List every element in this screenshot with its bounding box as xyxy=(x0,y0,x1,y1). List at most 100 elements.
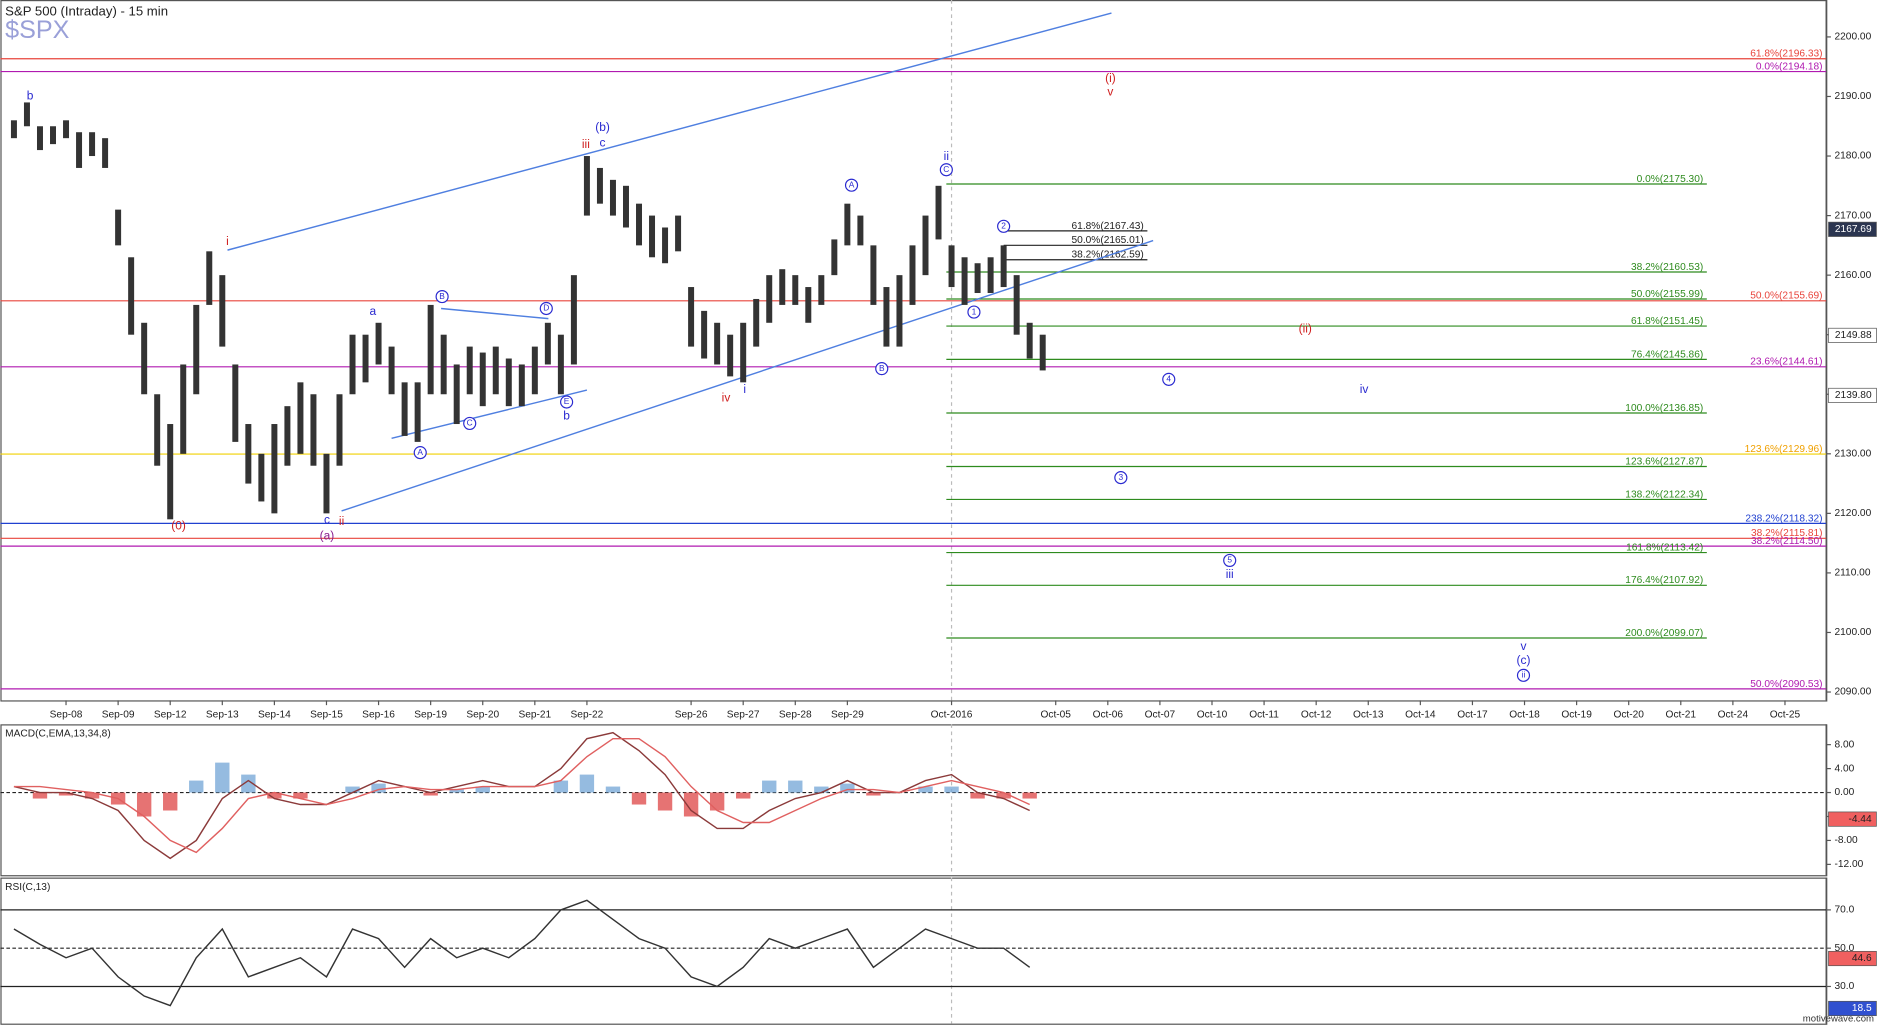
level-label: 50.0%(2155.69) xyxy=(1750,291,1822,302)
price-bar xyxy=(401,382,408,436)
histogram-bar xyxy=(579,774,595,793)
wave-label-circle xyxy=(435,289,449,304)
price-bar xyxy=(922,215,929,276)
wave-label: ii xyxy=(944,149,949,163)
x-tick-label: Sep-19 xyxy=(414,709,447,720)
y-tick-label: 2190.00 xyxy=(1835,91,1872,102)
wave-label-circle xyxy=(1114,471,1128,485)
x-tick-label: Oct-11 xyxy=(1249,709,1279,720)
price-bar xyxy=(570,275,577,365)
histogram-bar xyxy=(136,792,152,817)
histogram-bar xyxy=(1022,792,1037,799)
price-bar xyxy=(1026,322,1033,359)
x-tick-label: Oct-10 xyxy=(1197,709,1228,720)
price-bar xyxy=(583,156,590,216)
x-tick-label: Oct-21 xyxy=(1666,709,1697,720)
price-bar xyxy=(154,394,161,466)
histogram-bar xyxy=(345,786,360,793)
price-bar xyxy=(193,304,200,395)
price-bar xyxy=(23,102,30,127)
price-bar xyxy=(688,287,695,347)
histogram-bar xyxy=(553,780,569,793)
price-bar xyxy=(492,346,499,395)
indicator-line xyxy=(13,737,1030,854)
level-label: 50.0%(2155.99) xyxy=(1631,289,1703,300)
price-bar xyxy=(557,334,564,395)
wave-label-circle xyxy=(539,301,553,316)
histogram-bar xyxy=(631,792,647,805)
price-bar xyxy=(727,334,734,377)
level-label: 76.4%(2145.86) xyxy=(1631,349,1703,360)
price-bar xyxy=(805,287,812,323)
level-label: 0.0%(2194.18) xyxy=(1756,61,1823,72)
panel-title: MACD(C,EMA,13,34,8) xyxy=(5,729,111,740)
price-bar xyxy=(779,269,786,305)
price-bar xyxy=(128,257,135,335)
histogram-bar xyxy=(371,783,386,793)
trend-line xyxy=(391,389,588,440)
price-bar xyxy=(76,132,83,168)
price-bar xyxy=(427,304,434,395)
wave-label: (ii) xyxy=(1299,321,1312,335)
price-bar xyxy=(792,275,799,305)
x-tick-label: Oct-24 xyxy=(1718,709,1749,720)
wave-label-circle xyxy=(875,362,889,376)
axis-marker-label: 2149.88 xyxy=(1835,330,1872,341)
x-tick-label: Oct-20 xyxy=(1613,709,1644,720)
wave-label: 5 xyxy=(1227,555,1232,565)
histogram-bar xyxy=(215,762,230,793)
price-bar xyxy=(284,406,291,466)
price-bar xyxy=(870,245,877,305)
price-bar xyxy=(1000,245,1007,288)
x-tick-label: Oct-25 xyxy=(1770,709,1801,720)
price-bar xyxy=(310,394,317,466)
axis-marker xyxy=(1828,221,1877,237)
price-bar xyxy=(89,132,96,157)
wave-label: B xyxy=(439,291,445,301)
y-tick-label: 2130.00 xyxy=(1835,448,1872,459)
histogram-bar xyxy=(657,792,673,811)
y-tick-label: 2100.00 xyxy=(1835,627,1872,638)
price-bar xyxy=(388,346,395,395)
x-tick-label: Sep-09 xyxy=(102,709,135,720)
x-tick-label: Sep-13 xyxy=(206,709,239,720)
price-bar xyxy=(883,287,890,347)
price-bar xyxy=(1013,275,1020,335)
histogram-bar xyxy=(762,780,777,793)
histogram-bar xyxy=(189,780,204,793)
y-tick-label: 30.0 xyxy=(1835,981,1855,992)
y-tick-label: 2110.00 xyxy=(1835,568,1871,579)
axis-marker-label: 2167.69 xyxy=(1835,224,1872,235)
x-tick-label: Sep-14 xyxy=(258,709,291,720)
y-tick-label: 4.00 xyxy=(1835,763,1855,774)
y-tick-label: 2160.00 xyxy=(1835,270,1872,281)
wave-label: b xyxy=(563,408,570,422)
y-tick-label: 8.00 xyxy=(1835,739,1855,750)
histogram-bar xyxy=(683,792,699,817)
x-tick-label: Oct-12 xyxy=(1301,709,1332,720)
wave-label: A xyxy=(417,447,423,457)
wave-label: 3 xyxy=(1119,472,1124,482)
y-tick-label: 2170.00 xyxy=(1835,210,1872,221)
price-bar xyxy=(414,382,421,442)
histogram-bar xyxy=(32,792,48,799)
histogram-bar xyxy=(970,792,985,799)
histogram-bar xyxy=(84,792,100,799)
x-tick-label: Sep-27 xyxy=(727,709,760,720)
price-bar xyxy=(271,424,278,514)
level-label: 38.2%(2160.53) xyxy=(1631,262,1703,273)
wave-label-circle xyxy=(560,395,574,409)
histogram-bar xyxy=(840,783,855,793)
price-bar xyxy=(10,120,17,139)
price-bar xyxy=(857,215,864,246)
price-bar xyxy=(466,346,473,395)
axis-marker xyxy=(1828,811,1877,827)
wave-label-circle xyxy=(1162,372,1176,386)
price-bar xyxy=(987,257,994,294)
wave-label-circle xyxy=(1223,553,1237,567)
price-bar xyxy=(1039,334,1046,371)
trend-line xyxy=(227,12,1112,251)
